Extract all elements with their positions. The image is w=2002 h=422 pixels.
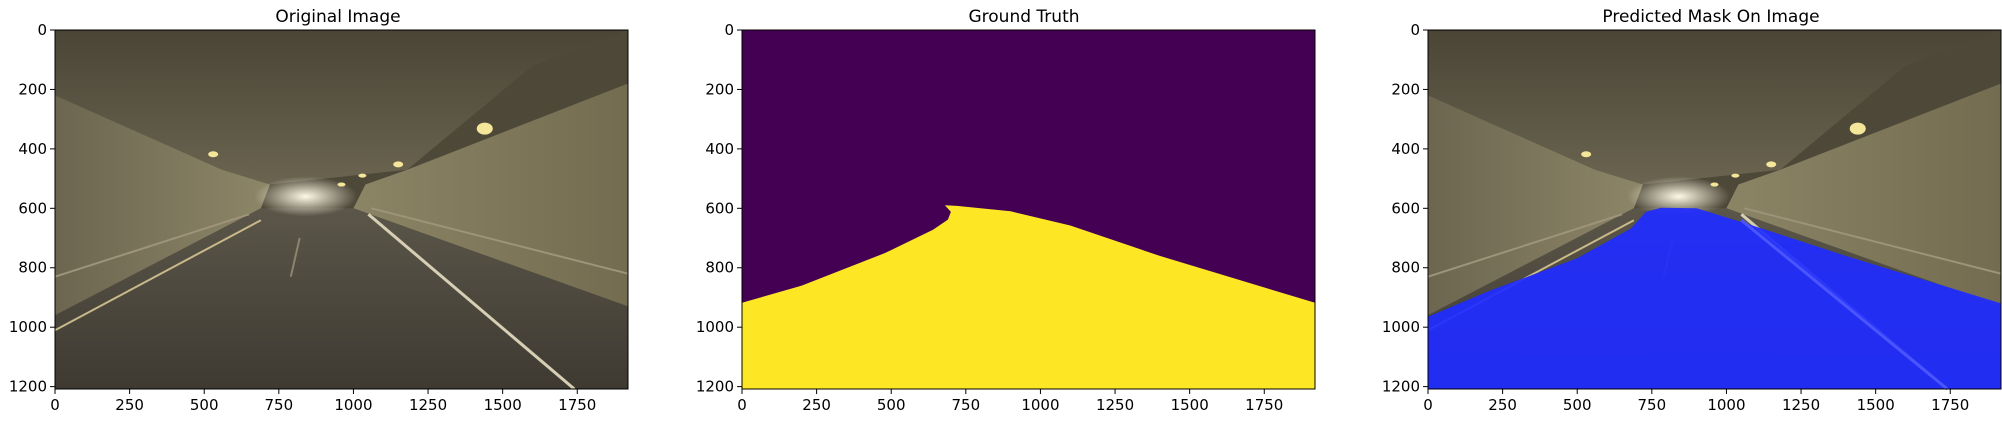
ground-truth-mask xyxy=(742,30,1315,389)
x-tick-label: 250 xyxy=(115,396,144,414)
panel-title: Ground Truth xyxy=(968,7,1079,27)
tunnel-light xyxy=(358,173,367,178)
y-tick-label: 600 xyxy=(1391,199,1420,217)
axes-frame xyxy=(741,29,1316,390)
y-tick-label: 0 xyxy=(37,21,47,39)
guardrail-left xyxy=(54,213,250,278)
x-tick-label: 250 xyxy=(1488,396,1517,414)
y-tick-label: 400 xyxy=(705,140,734,158)
tunnel-right-wall xyxy=(1726,83,2001,307)
y-tick-label: 200 xyxy=(1391,80,1420,98)
x-tick-label: 0 xyxy=(50,396,60,414)
panel-ground-truth: Ground Truth 0 250 500 750 1000 1250 1500 17500… xyxy=(696,7,1316,414)
x-tick-label: 1750 xyxy=(1245,396,1283,414)
lane-dash xyxy=(289,237,301,277)
axes: 0 250 500 750 1000 1250 1500 1750 0 200 400 600 800 1… xyxy=(696,21,1316,414)
tunnel-light xyxy=(393,161,404,168)
y-tick-label: 0 xyxy=(1410,21,1420,39)
tunnel-light xyxy=(1581,151,1592,158)
panel-title: Predicted Mask On Image xyxy=(1602,7,1819,27)
lane-line-left xyxy=(54,219,262,332)
x-tick-label: 1250 xyxy=(1096,396,1134,414)
tunnel-exit-glow xyxy=(254,176,358,217)
tunnel-light xyxy=(1731,173,1740,178)
y-tick-label: 400 xyxy=(18,140,47,158)
x-tick-label: 0 xyxy=(1423,396,1433,414)
x-tick-label: 750 xyxy=(1638,396,1667,414)
guardrail-left xyxy=(1427,213,1623,278)
y-tick-label: 600 xyxy=(705,199,734,217)
x-tick-label: 1000 xyxy=(1021,396,1059,414)
panel-title: Original Image xyxy=(275,7,400,27)
x-tick-label: 500 xyxy=(877,396,906,414)
tunnel-light xyxy=(208,151,219,158)
x-tick-label: 1750 xyxy=(558,396,596,414)
overlay-lane-line xyxy=(1740,219,1949,391)
tunnel-ceiling xyxy=(55,30,628,185)
x-tick-label: 250 xyxy=(802,396,831,414)
predicted-road-region xyxy=(1428,207,2001,389)
y-tick-label: 800 xyxy=(1391,259,1420,277)
panel-predicted-mask: Predicted Mask On Image 0 250 500 750 1000 12… xyxy=(1382,7,2002,414)
axes: 0 250 500 750 1000 1250 1500 1750 0 200 400 600 800 1… xyxy=(1382,21,2002,414)
tunnel-light xyxy=(1766,161,1777,168)
tunnel-right-wall xyxy=(353,83,628,307)
x-tick-label: 500 xyxy=(190,396,219,414)
axes-frame xyxy=(1427,29,2002,390)
y-tick-label: 800 xyxy=(705,259,734,277)
x-tick-label: 1000 xyxy=(1707,396,1745,414)
y-tick-label: 400 xyxy=(1391,140,1420,158)
x-tick-label: 0 xyxy=(737,396,747,414)
predicted-mask-overlay xyxy=(1428,207,2001,391)
axes: 0 250 500 750 1000 1250 1500 1750 0 200 400 600 800 1… xyxy=(9,21,629,414)
tunnel-exit-glow xyxy=(1627,176,1731,217)
y-tick-label: 200 xyxy=(705,80,734,98)
x-tick-label: 750 xyxy=(952,396,981,414)
tunnel-light xyxy=(337,182,346,187)
x-tick-label: 1250 xyxy=(1782,396,1820,414)
x-tick-label: 750 xyxy=(265,396,294,414)
panel-original-image: Original Image 0 250 500 750 1000 1250 1500 175… xyxy=(9,7,629,414)
y-tick-label: 1000 xyxy=(696,318,734,336)
guardrail-right xyxy=(1744,207,2002,275)
guardrail-right xyxy=(371,207,629,275)
x-tick-label: 1000 xyxy=(334,396,372,414)
y-tick-label: 0 xyxy=(724,21,734,39)
y-tick-label: 800 xyxy=(18,259,47,277)
tunnel-light xyxy=(476,122,493,135)
y-tick-label: 200 xyxy=(18,80,47,98)
y-tick-label: 1200 xyxy=(9,378,47,396)
x-tick-label: 1250 xyxy=(409,396,447,414)
y-tick-label: 1200 xyxy=(696,378,734,396)
tunnel-light xyxy=(1849,122,1866,135)
tunnel-light xyxy=(1710,182,1719,187)
tunnel-ceiling xyxy=(1428,30,2001,185)
x-tick-label: 1500 xyxy=(1171,396,1209,414)
x-tick-label: 1750 xyxy=(1931,396,1969,414)
y-tick-label: 1000 xyxy=(9,318,47,336)
x-tick-label: 500 xyxy=(1563,396,1592,414)
mask-road-region xyxy=(742,205,1315,389)
x-tick-label: 1500 xyxy=(1857,396,1895,414)
y-tick-label: 600 xyxy=(18,199,47,217)
tunnel-photo xyxy=(54,30,629,391)
x-tick-label: 1500 xyxy=(484,396,522,414)
lane-line-right xyxy=(367,213,576,391)
axes-frame xyxy=(54,29,629,390)
y-tick-label: 1200 xyxy=(1382,378,1420,396)
y-tick-label: 1000 xyxy=(1382,318,1420,336)
